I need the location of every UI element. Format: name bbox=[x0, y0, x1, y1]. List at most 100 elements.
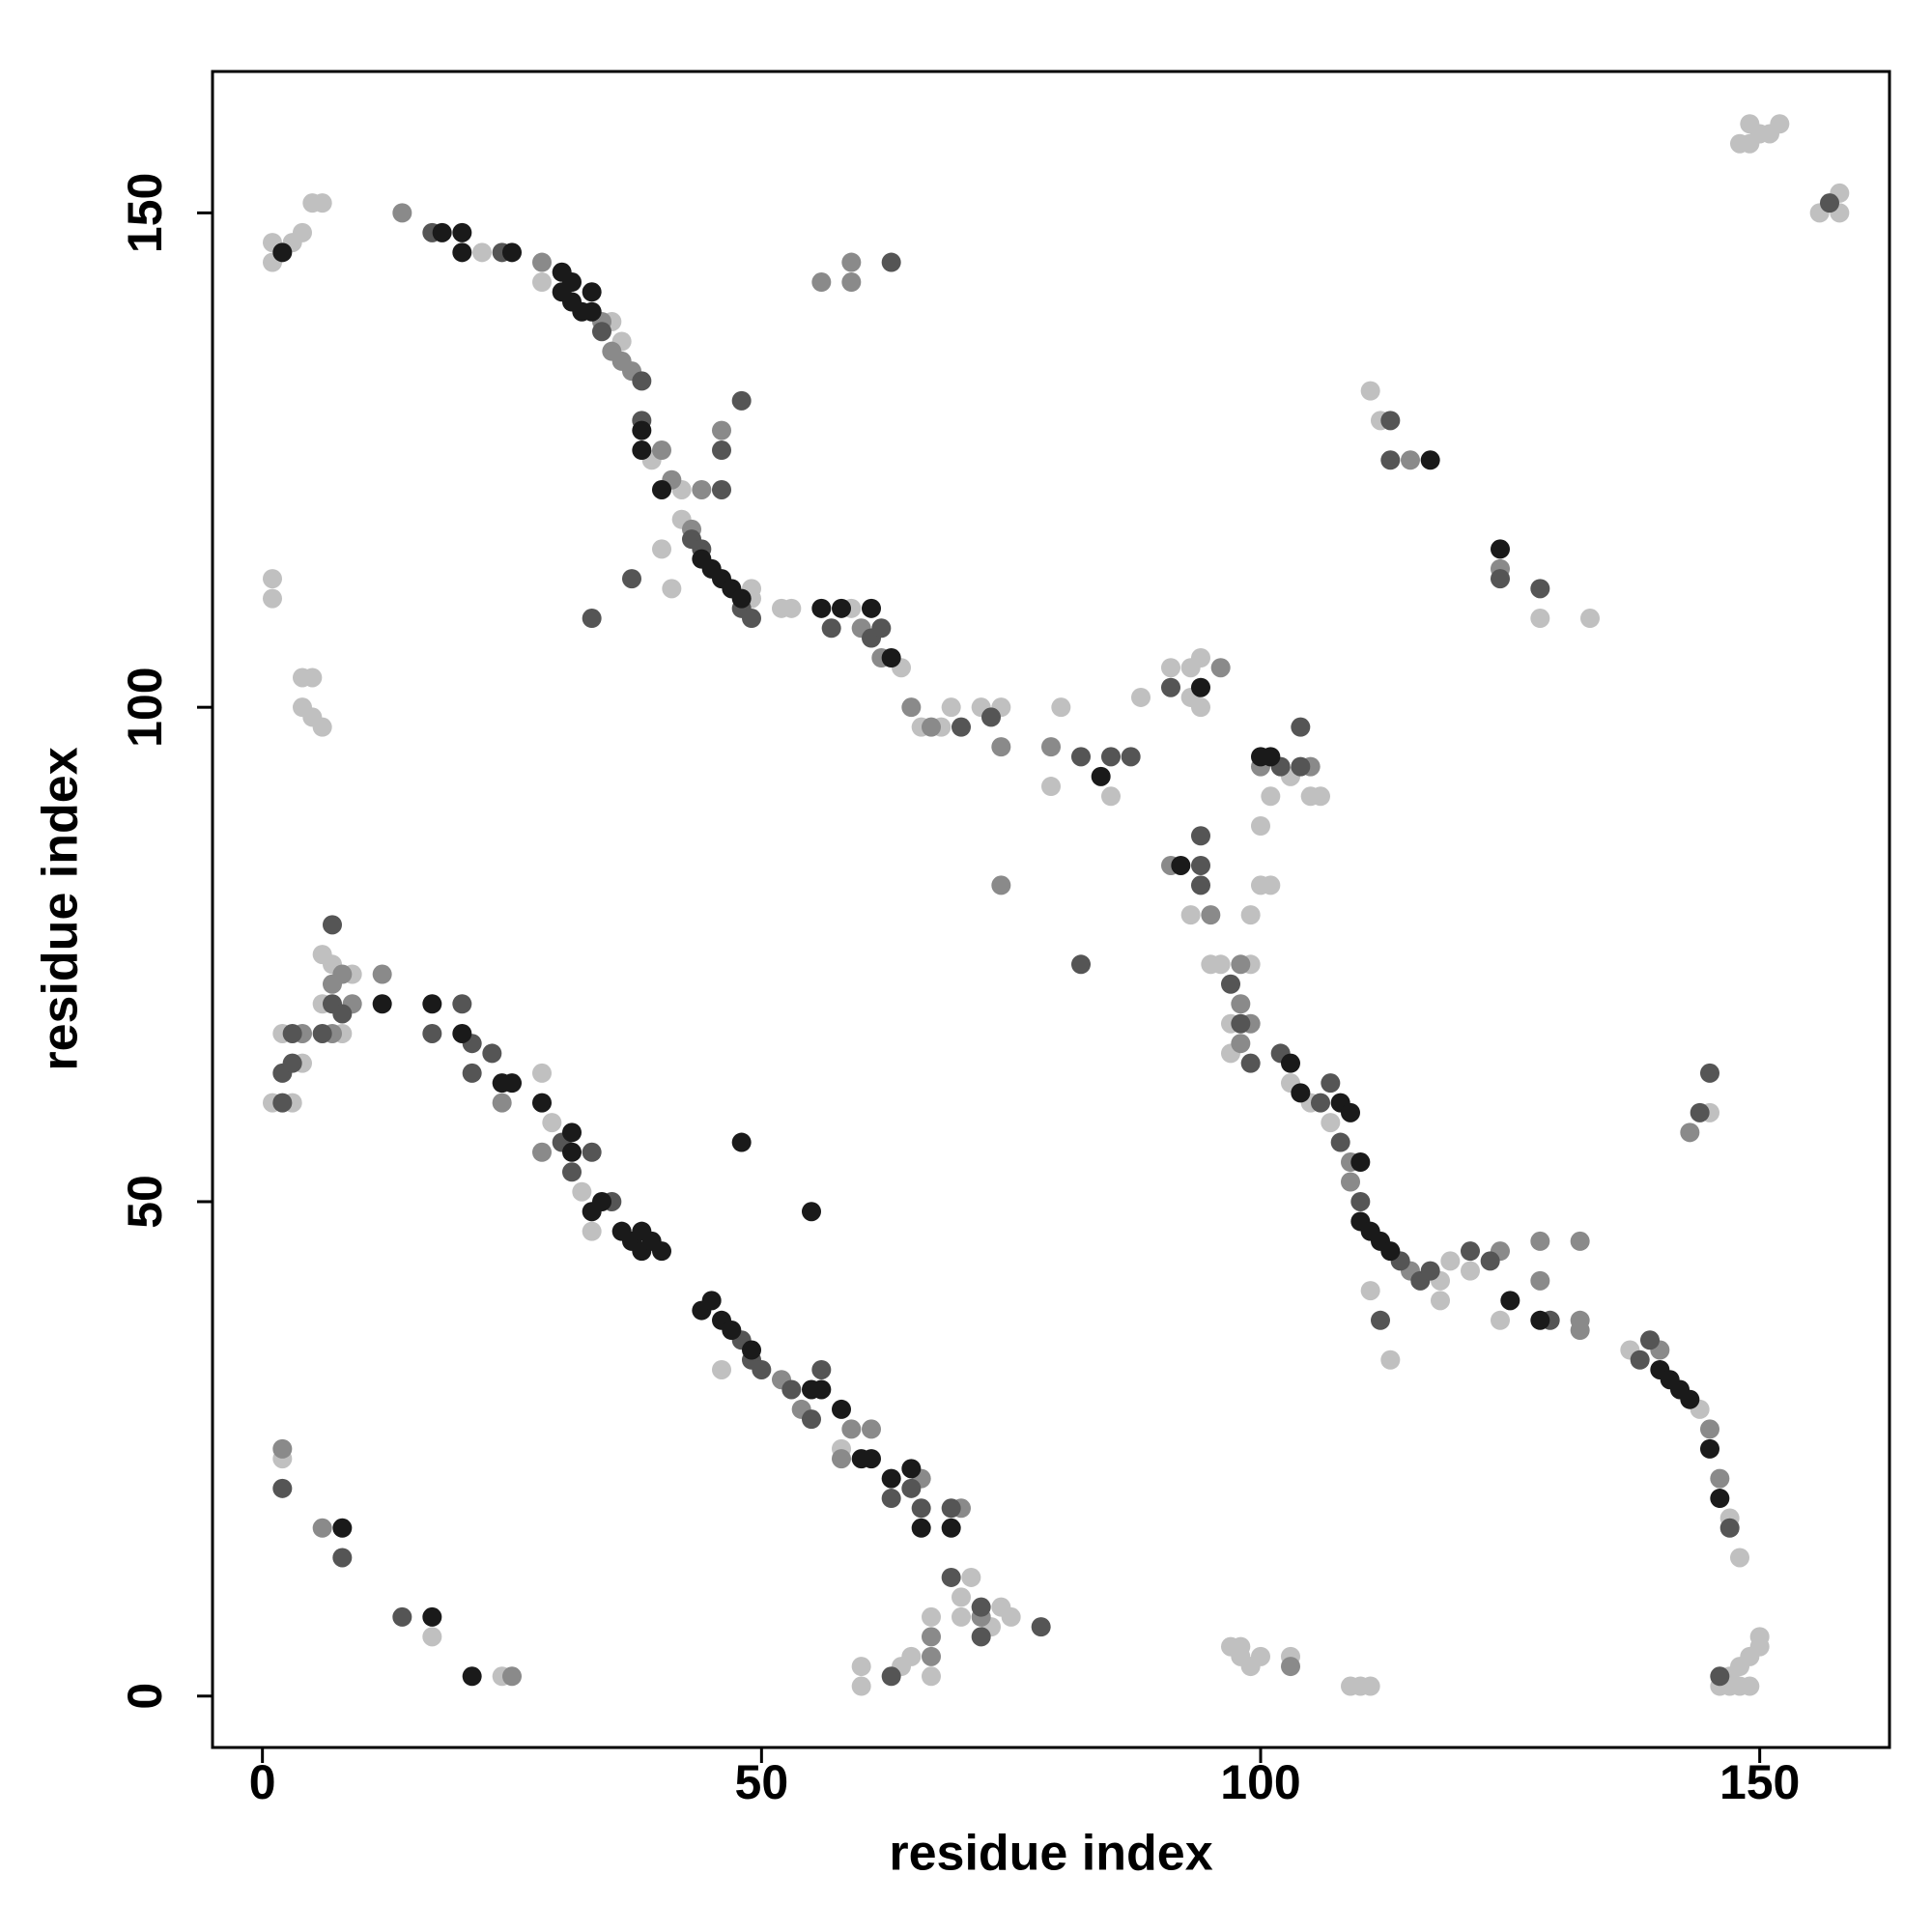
point bbox=[1530, 1310, 1550, 1330]
point bbox=[1360, 1676, 1380, 1696]
point bbox=[1291, 1083, 1311, 1103]
point bbox=[1710, 1666, 1730, 1687]
point bbox=[472, 242, 492, 263]
point bbox=[542, 1113, 562, 1133]
point bbox=[1740, 1676, 1760, 1696]
point bbox=[851, 1676, 871, 1696]
point bbox=[392, 1606, 412, 1627]
point bbox=[1261, 875, 1281, 895]
point bbox=[832, 598, 851, 618]
point bbox=[731, 588, 752, 609]
point bbox=[1231, 954, 1251, 975]
point bbox=[662, 579, 682, 599]
point bbox=[821, 618, 841, 639]
point bbox=[1530, 1231, 1550, 1251]
point bbox=[851, 1657, 871, 1677]
point bbox=[332, 964, 353, 984]
point bbox=[1491, 539, 1510, 559]
point bbox=[901, 1646, 922, 1666]
point bbox=[582, 301, 602, 322]
point bbox=[272, 1478, 293, 1498]
point bbox=[452, 242, 472, 263]
point bbox=[332, 1518, 353, 1538]
point bbox=[323, 915, 342, 935]
point bbox=[862, 598, 881, 618]
point bbox=[991, 875, 1011, 895]
point bbox=[961, 1567, 981, 1587]
point bbox=[1719, 1518, 1740, 1538]
point bbox=[1749, 1636, 1770, 1657]
point bbox=[922, 717, 941, 737]
point bbox=[841, 1419, 862, 1439]
point bbox=[282, 1023, 302, 1043]
point bbox=[1191, 677, 1210, 697]
point bbox=[312, 1023, 332, 1043]
point bbox=[971, 1627, 991, 1647]
point bbox=[652, 539, 671, 559]
point bbox=[302, 668, 323, 688]
point bbox=[1101, 747, 1121, 767]
point bbox=[881, 647, 901, 668]
point bbox=[1210, 954, 1231, 975]
point bbox=[742, 1340, 761, 1360]
point bbox=[781, 598, 802, 618]
point bbox=[1161, 658, 1180, 678]
point bbox=[1461, 1241, 1480, 1262]
x-tick-label: 150 bbox=[1719, 1755, 1800, 1809]
point bbox=[1710, 1468, 1730, 1489]
point bbox=[532, 252, 552, 272]
point bbox=[532, 1063, 552, 1083]
point bbox=[452, 1023, 472, 1043]
point bbox=[1350, 1152, 1371, 1173]
point bbox=[712, 420, 731, 440]
point bbox=[1461, 1261, 1480, 1281]
point bbox=[1071, 747, 1091, 767]
point bbox=[1291, 717, 1311, 737]
point bbox=[1091, 766, 1111, 786]
point bbox=[1700, 1438, 1719, 1459]
point bbox=[1570, 1321, 1590, 1341]
point bbox=[1001, 1606, 1021, 1627]
point bbox=[632, 371, 652, 391]
point bbox=[971, 1597, 991, 1617]
point bbox=[1730, 1548, 1749, 1568]
point bbox=[1041, 777, 1061, 797]
point bbox=[742, 609, 761, 629]
point bbox=[881, 1489, 901, 1509]
point bbox=[692, 479, 712, 499]
point bbox=[832, 1399, 851, 1419]
point bbox=[712, 1359, 731, 1379]
point bbox=[1201, 905, 1221, 925]
point bbox=[941, 1498, 961, 1519]
point bbox=[582, 609, 602, 629]
point bbox=[832, 1449, 851, 1469]
point bbox=[1341, 1172, 1360, 1192]
point bbox=[272, 242, 293, 263]
point bbox=[372, 994, 392, 1014]
point bbox=[1820, 193, 1839, 213]
point bbox=[1700, 1419, 1719, 1439]
point bbox=[1341, 1102, 1360, 1122]
point bbox=[1420, 450, 1440, 470]
point bbox=[632, 440, 652, 461]
y-tick-label: 0 bbox=[118, 1683, 172, 1710]
point bbox=[452, 222, 472, 242]
point bbox=[911, 1498, 931, 1519]
point bbox=[1330, 1132, 1350, 1152]
point bbox=[263, 588, 282, 609]
point bbox=[272, 1438, 293, 1459]
point bbox=[293, 222, 312, 242]
point bbox=[632, 420, 652, 440]
point bbox=[952, 1587, 971, 1607]
point bbox=[502, 242, 522, 263]
point bbox=[862, 1419, 881, 1439]
point bbox=[712, 440, 731, 461]
point bbox=[482, 1043, 502, 1064]
point bbox=[881, 1468, 901, 1489]
point bbox=[1401, 450, 1420, 470]
point bbox=[422, 1606, 442, 1627]
point bbox=[1251, 1646, 1270, 1666]
point bbox=[1380, 411, 1401, 431]
point bbox=[1350, 1191, 1371, 1211]
